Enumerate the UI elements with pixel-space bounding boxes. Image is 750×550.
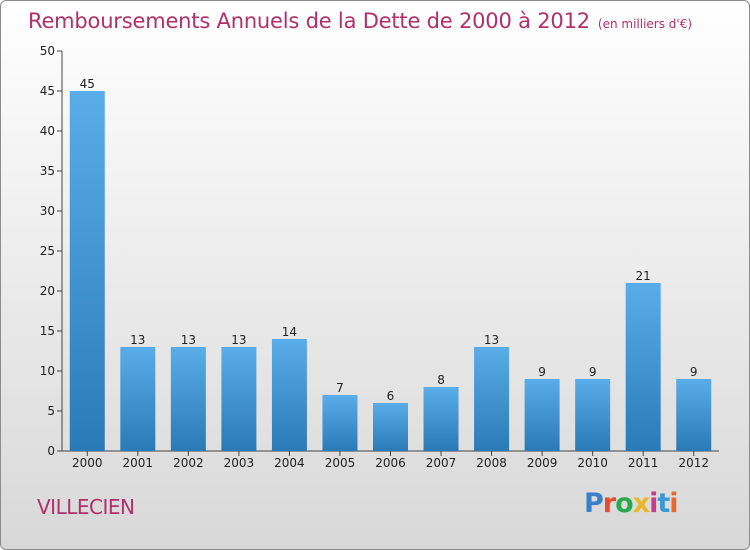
bar-value-label: 13 (231, 333, 246, 347)
bar (271, 339, 307, 451)
x-tick-label: 2010 (577, 456, 608, 470)
bar (676, 379, 712, 451)
bar (373, 403, 408, 451)
bar-value-label: 9 (690, 365, 698, 379)
brand-logo-letter: t (657, 488, 670, 519)
chart-title: Remboursements Annuels de la Dette de 20… (28, 9, 590, 33)
bar (170, 347, 206, 451)
x-tick-label: 2003 (224, 456, 255, 470)
brand-logo-letter: r (602, 488, 616, 519)
y-tick-label: 25 (40, 244, 55, 258)
brand-logo-letter: o (615, 488, 634, 519)
bar-value-label: 14 (282, 325, 297, 339)
bar-value-label: 45 (80, 77, 95, 91)
y-tick-label: 10 (40, 364, 55, 378)
bar-value-label: 21 (636, 269, 651, 283)
bar (625, 283, 661, 451)
bar-value-label: 9 (589, 365, 597, 379)
bar (120, 347, 156, 451)
x-tick-label: 2009 (527, 456, 558, 470)
y-tick-label: 50 (40, 44, 55, 58)
x-tick-label: 2000 (72, 456, 103, 470)
bar (524, 379, 560, 451)
bar (322, 395, 358, 451)
chart-subtitle: (en milliers d'€) (597, 17, 693, 31)
x-tick-label: 2006 (375, 456, 406, 470)
bar (575, 379, 611, 451)
bar-value-label: 13 (181, 333, 196, 347)
x-tick-label: 2005 (325, 456, 356, 470)
y-tick-label: 20 (40, 284, 55, 298)
bar (221, 347, 257, 451)
x-tick-label: 2004 (274, 456, 305, 470)
x-tick-label: 2007 (426, 456, 457, 470)
x-tick-label: 2012 (678, 456, 709, 470)
bar-value-label: 7 (336, 381, 344, 395)
y-tick-label: 0 (47, 444, 55, 458)
y-tick-label: 35 (40, 164, 55, 178)
bar-value-label: 8 (437, 373, 445, 387)
y-tick-label: 45 (40, 84, 55, 98)
bar (423, 387, 459, 451)
brand-logo-letter: x (632, 488, 650, 519)
bar (69, 91, 105, 451)
brand-logo-letter: i (649, 488, 658, 519)
x-tick-label: 2011 (628, 456, 659, 470)
bar-value-label: 13 (130, 333, 145, 347)
commune-name: VILLECIEN (37, 495, 135, 519)
bar (474, 347, 510, 451)
x-tick-label: 2002 (173, 456, 204, 470)
x-tick-label: 2008 (476, 456, 507, 470)
brand-logo: Proxiti (584, 488, 679, 519)
bar-value-label: 6 (387, 389, 395, 403)
x-tick-label: 2001 (123, 456, 154, 470)
brand-logo-letter: i (669, 488, 678, 519)
chart-title-row: Remboursements Annuels de la Dette de 20… (28, 9, 692, 33)
bar-value-label: 13 (484, 333, 499, 347)
y-tick-label: 15 (40, 324, 55, 338)
y-tick-label: 40 (40, 124, 55, 138)
y-tick-label: 30 (40, 204, 55, 218)
brand-logo-letter: P (584, 488, 604, 519)
y-tick-label: 5 (47, 404, 55, 418)
bar-value-label: 9 (538, 365, 546, 379)
